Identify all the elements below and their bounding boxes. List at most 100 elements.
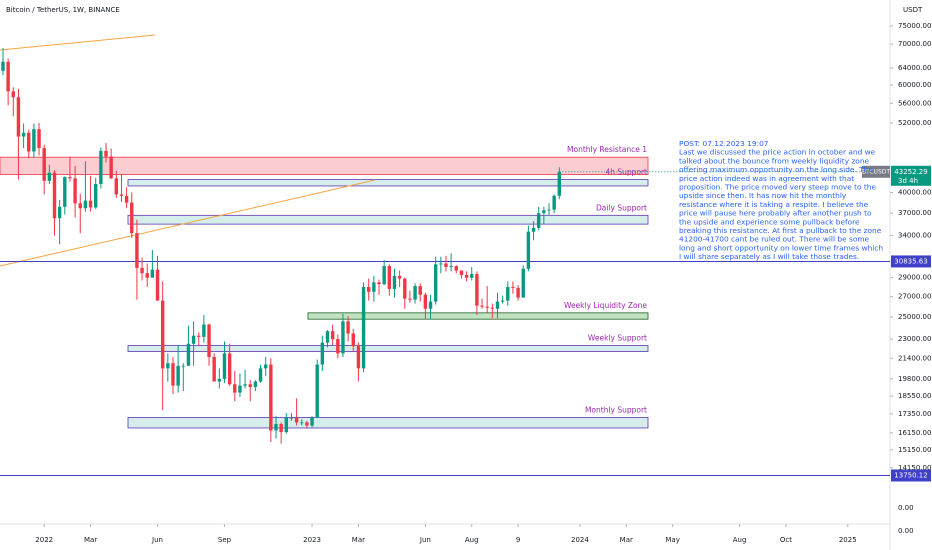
candle-body	[315, 364, 319, 418]
candle-body	[511, 287, 515, 288]
chart-title: Bitcoin / TetherUS, 1W, BINANCE	[6, 6, 120, 14]
y-tick-label: 64000.00	[898, 64, 931, 72]
candle-body	[238, 385, 242, 393]
candle-body	[269, 364, 273, 431]
candle-body	[325, 331, 330, 343]
candle-body	[217, 378, 222, 382]
candle-body	[403, 278, 407, 299]
candle-body	[248, 384, 252, 388]
annotation-line: Last we discussed the price action in oc…	[679, 148, 876, 157]
y-tick-label: 17350.00	[898, 410, 931, 418]
candle-body	[222, 353, 227, 379]
candle-body	[181, 365, 185, 367]
annotation-line: the upside and experience some pullback …	[679, 217, 860, 226]
countdown-label: 3d 4h	[898, 177, 918, 185]
candle-body	[320, 342, 325, 365]
x-tick-label: 2023	[303, 536, 321, 544]
annotation-line: price will pause here probably after ano…	[679, 209, 872, 218]
y-tick-label: 37000.00	[898, 209, 931, 217]
price-tag-label: 13750.12	[894, 471, 927, 479]
y-tick-label: 19800.00	[898, 375, 931, 383]
candle-body	[37, 129, 41, 149]
candle-body	[233, 384, 237, 393]
candle-body	[186, 343, 191, 366]
candle-body	[68, 177, 72, 179]
annotation-line: I will share separately as I will take t…	[679, 252, 859, 261]
candle-body	[367, 287, 371, 292]
x-tick-label: Aug	[733, 536, 747, 544]
y-tick-label: 23000.00	[898, 335, 931, 343]
candle-body	[500, 300, 505, 302]
annotation-line: breaking this resistance. At first a pul…	[679, 226, 882, 235]
candle-body	[104, 150, 108, 157]
y-tick-label: 29000.00	[898, 274, 931, 282]
zone	[307, 312, 649, 320]
candle-body	[155, 269, 160, 301]
candle-body	[428, 301, 433, 309]
candle-body	[490, 307, 495, 309]
candle-body	[94, 184, 98, 208]
y-tick-label: 40000.00	[898, 188, 931, 196]
zone	[127, 179, 649, 187]
candle-body	[135, 233, 139, 268]
candle-body	[279, 423, 283, 433]
annotation-line: proposition. The price moved very steep …	[679, 183, 876, 192]
candle-body	[506, 287, 510, 301]
zone-label: Weekly Liquidity Zone	[564, 301, 647, 310]
annotation-line: long and short opportunity on lower time…	[679, 243, 883, 252]
x-tick-label: 9	[516, 536, 520, 544]
annotation-line: POST: 07.12.2023 19:07	[679, 139, 769, 148]
candle-body	[341, 321, 345, 354]
annotation-line: upside since then. It has now hit the mo…	[679, 191, 847, 200]
candle-body	[140, 267, 144, 274]
candle-body	[408, 298, 412, 300]
candle-body	[16, 97, 21, 137]
candle-body	[171, 363, 175, 386]
candle-body	[284, 417, 288, 433]
candle-body	[459, 270, 464, 275]
candle-body	[521, 268, 525, 298]
candle-body	[11, 91, 15, 98]
x-tick-label: Mar	[620, 536, 633, 544]
y-tick-label: 0.00	[898, 527, 914, 535]
candle-body	[475, 274, 479, 306]
annotation-line: offering maximum opportunity on the long…	[679, 165, 873, 174]
candle-body	[88, 200, 93, 208]
candle-body	[464, 274, 469, 278]
zone	[127, 214, 649, 225]
candle-body	[21, 132, 26, 137]
candle-body	[212, 357, 216, 382]
candle-body	[124, 195, 129, 203]
candle-body	[119, 194, 124, 196]
candle-body	[207, 324, 211, 358]
y-tick-label: 27000.00	[898, 293, 931, 301]
candle-body	[444, 263, 448, 267]
candle-body	[495, 301, 500, 309]
candle-body	[253, 381, 258, 388]
candle-body	[346, 321, 350, 334]
candle-body	[330, 331, 335, 340]
candle-body	[526, 231, 531, 269]
candle-body	[6, 61, 10, 92]
price-tag-label: 30835.63	[894, 257, 927, 265]
candle-body	[392, 275, 397, 289]
candle-body	[351, 333, 355, 347]
candle-body	[42, 148, 46, 181]
zone-label: Monthly Support	[585, 405, 647, 414]
trend-line	[0, 179, 376, 267]
candle-body	[27, 132, 31, 152]
x-tick-label: Jun	[151, 536, 163, 544]
candle-body	[433, 264, 438, 302]
candle-body	[449, 266, 453, 267]
candle-body	[176, 365, 180, 386]
candle-body	[274, 423, 278, 431]
x-tick-label: 2024	[571, 536, 589, 544]
candle-body	[305, 422, 309, 426]
symbol-tag-label: BTCUSDT	[862, 168, 890, 175]
x-tick-label: 2025	[839, 536, 857, 544]
annotation-line: resistance where it is taking a respite.…	[679, 200, 869, 209]
candle-body	[557, 171, 562, 196]
x-tick-label: Jun	[419, 536, 431, 544]
